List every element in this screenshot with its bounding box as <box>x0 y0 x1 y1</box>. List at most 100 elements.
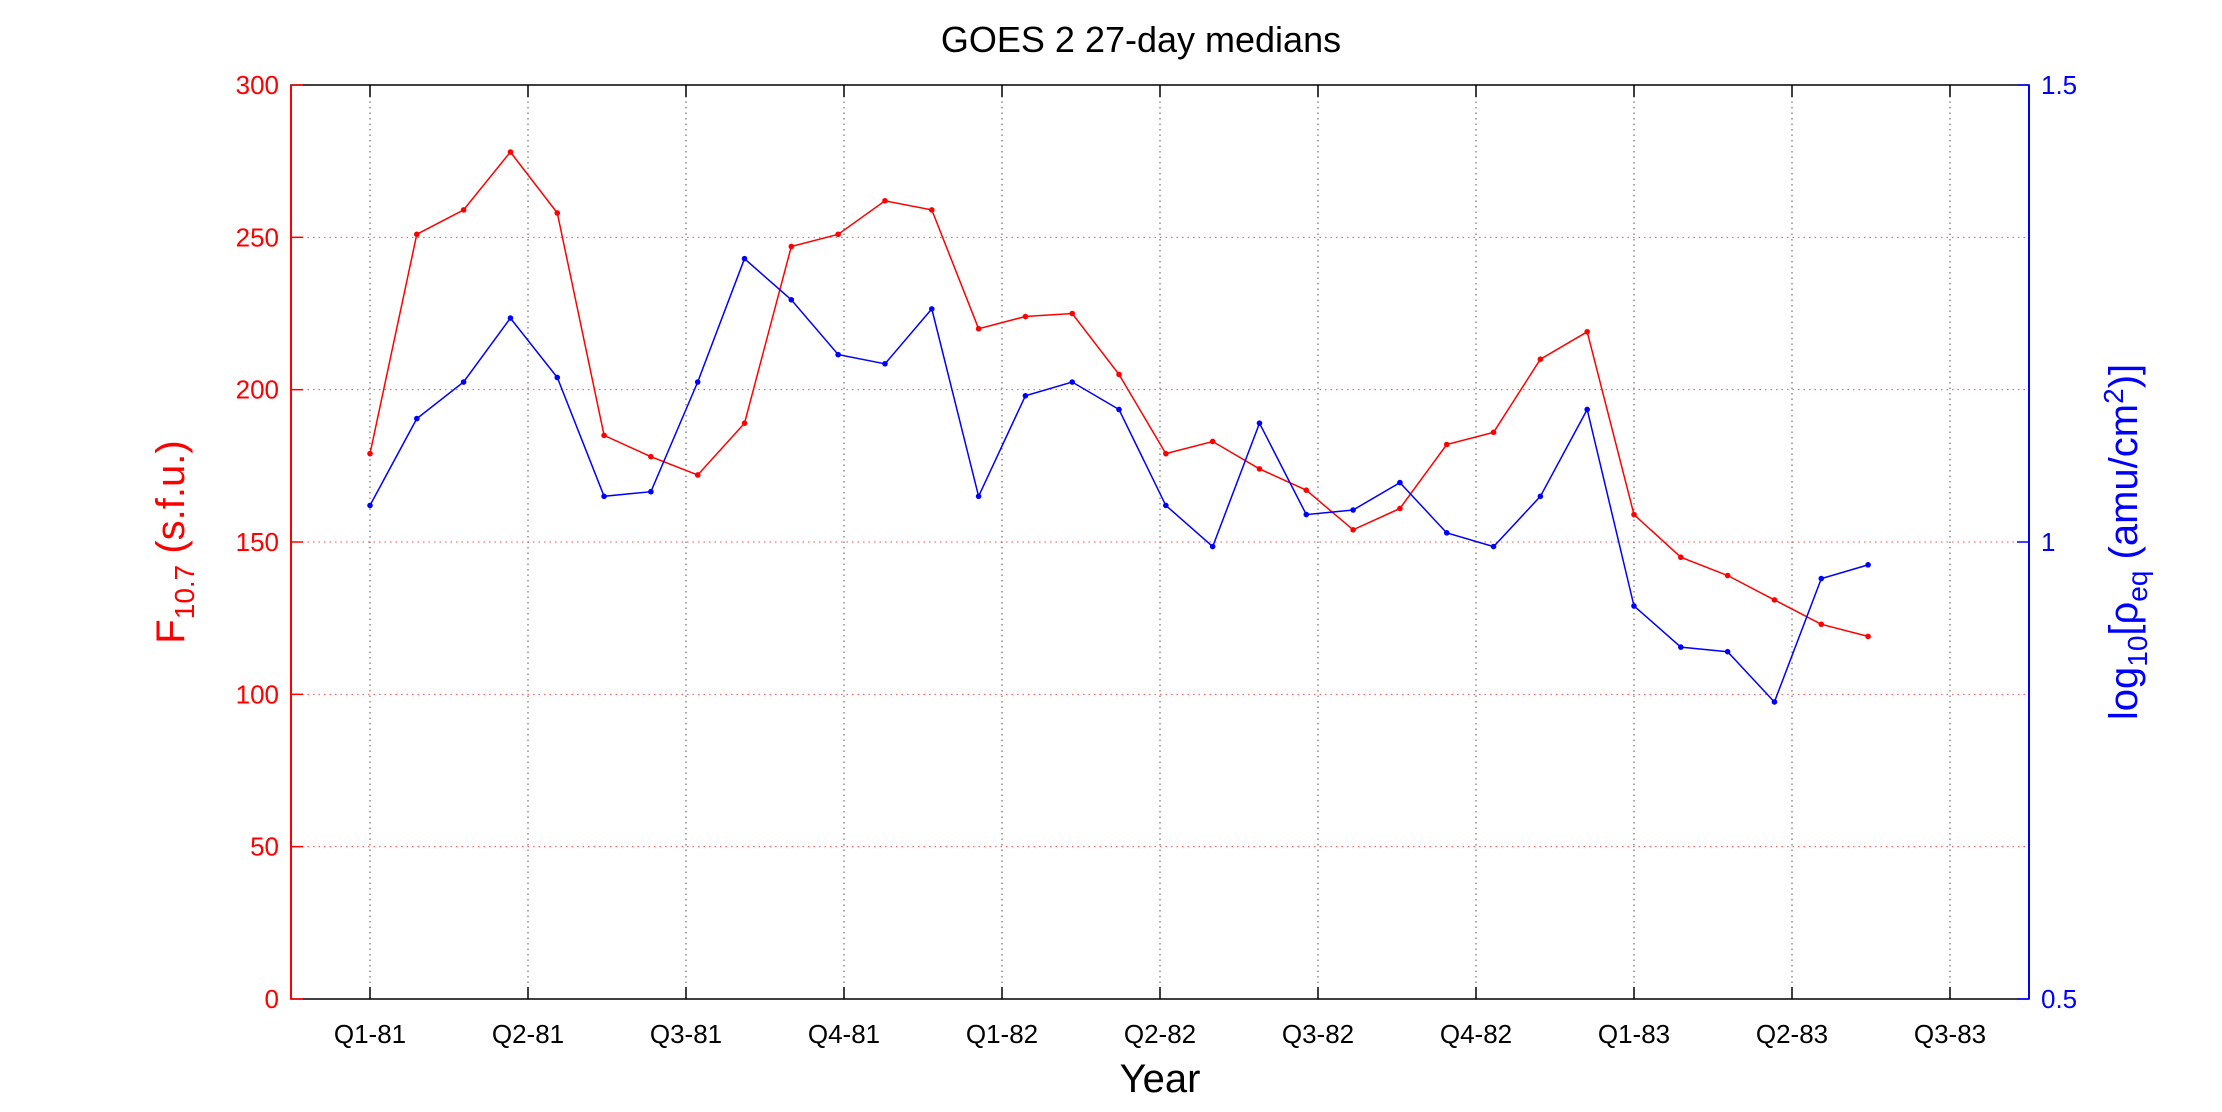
x-tick-label: Q2-83 <box>1756 1019 1828 1049</box>
data-point-log-rho <box>1397 479 1403 486</box>
left-y-tick-label: 250 <box>236 222 279 252</box>
left-y-label-base: F <box>149 619 193 643</box>
data-point-log-rho <box>1209 543 1216 550</box>
series-line-f107 <box>369 150 1869 638</box>
right-y-label-sup: 2 <box>2098 388 2129 404</box>
right-y-tick-label: 1 <box>2041 527 2055 557</box>
chart-title: GOES 2 27-day medians <box>941 19 1341 60</box>
data-point-f107 <box>1350 527 1356 533</box>
data-point-log-rho <box>1116 406 1122 413</box>
data-point-f107 <box>882 197 888 204</box>
data-point-log-rho <box>554 374 561 381</box>
x-tick-label: Q1-81 <box>334 1019 406 1049</box>
data-point-log-rho <box>975 493 982 500</box>
left-y-label-rest: (s.f.u.) <box>149 440 193 564</box>
data-point-log-rho <box>788 296 795 303</box>
data-point-log-rho <box>1163 502 1169 509</box>
data-point-f107 <box>1397 505 1403 512</box>
data-point-log-rho <box>507 315 514 321</box>
data-point-log-rho <box>1865 562 1871 568</box>
data-point-log-rho <box>1490 543 1497 550</box>
data-point-f107 <box>1818 621 1825 628</box>
left-y-tick-label: 300 <box>236 70 279 100</box>
right-y-axis-label: log10[ρeq (amu/cm2)] <box>2098 364 2153 720</box>
data-point-f107 <box>1678 554 1684 561</box>
right-y-label-log: log <box>2102 667 2146 720</box>
data-point-f107 <box>367 450 373 457</box>
grid-layer <box>291 85 2029 999</box>
x-tick-label: Q4-82 <box>1440 1019 1512 1049</box>
data-point-log-rho <box>414 415 420 422</box>
data-point-log-rho <box>1256 420 1263 426</box>
data-point-log-rho <box>601 493 607 500</box>
data-point-log-rho <box>1350 507 1356 513</box>
series-line-log-rho <box>369 257 1869 704</box>
data-point-f107 <box>1116 371 1122 378</box>
data-point-f107 <box>414 231 420 238</box>
data-point-log-rho <box>367 502 373 509</box>
data-point-log-rho <box>741 255 748 262</box>
data-point-log-rho <box>1069 379 1076 385</box>
right-y-label-units: (amu/cm <box>2102 404 2146 571</box>
left-y-axis-label: F10.7 (s.f.u.) <box>149 440 200 643</box>
data-point-f107 <box>694 472 701 478</box>
data-point-f107 <box>1303 487 1310 494</box>
x-tick-label: Q3-81 <box>650 1019 722 1049</box>
left-y-tick-label: 200 <box>236 375 279 405</box>
data-point-f107 <box>975 325 982 332</box>
right-y-label-eq-sub: eq <box>2122 571 2153 602</box>
right-y-label-close: )] <box>2102 364 2146 388</box>
data-point-log-rho <box>1443 530 1450 536</box>
data-point-f107 <box>741 420 748 426</box>
left-y-label-sub: 10.7 <box>169 565 200 620</box>
data-point-f107 <box>507 149 514 155</box>
data-point-f107 <box>1490 429 1497 436</box>
x-axis-label: Year <box>1120 1057 1201 1101</box>
x-tick-label: Q1-83 <box>1598 1019 1670 1049</box>
data-point-log-rho <box>928 306 935 312</box>
right-y-axis: 0.5 1 1.5 <box>2017 70 2077 1014</box>
right-y-tick-label: 0.5 <box>2041 984 2077 1014</box>
x-tick-label: Q2-82 <box>1124 1019 1196 1049</box>
left-y-axis: 0 50 100 150 200 250 300 <box>236 70 303 1014</box>
data-point-log-rho <box>1631 603 1637 609</box>
x-tick-label: Q3-83 <box>1914 1019 1986 1049</box>
data-point-log-rho <box>648 488 654 495</box>
x-tick-label: Q1-82 <box>966 1019 1038 1049</box>
data-point-f107 <box>788 243 795 250</box>
data-point-f107 <box>1724 572 1731 579</box>
data-point-f107 <box>1865 633 1871 640</box>
x-tick-label: Q2-81 <box>492 1019 564 1049</box>
data-point-f107 <box>1631 511 1637 518</box>
data-point-log-rho <box>1818 575 1825 582</box>
data-point-log-rho <box>1537 493 1544 500</box>
data-point-log-rho <box>1584 406 1590 413</box>
data-point-f107 <box>554 210 561 216</box>
x-tick-label: Q3-82 <box>1282 1019 1354 1049</box>
data-point-f107 <box>460 207 467 213</box>
data-point-log-rho <box>1022 392 1029 399</box>
data-point-f107 <box>928 207 935 213</box>
data-point-log-rho <box>882 360 888 367</box>
data-point-f107 <box>1584 328 1590 335</box>
data-point-f107 <box>1256 466 1263 472</box>
data-point-f107 <box>648 453 654 460</box>
data-point-f107 <box>1022 313 1029 320</box>
data-point-log-rho <box>835 351 841 358</box>
left-y-tick-label: 100 <box>236 679 279 709</box>
left-y-tick-label: 0 <box>265 984 279 1014</box>
data-point-log-rho <box>694 379 701 385</box>
x-axis: Q1-81 Q2-81 Q3-81 Q4-81 Q1-82 Q2-82 Q3-82 Q4-82… <box>334 85 1986 1049</box>
data-point-f107 <box>1443 441 1450 448</box>
data-point-f107 <box>1771 597 1778 603</box>
data-point-log-rho <box>1303 511 1310 518</box>
data-point-log-rho <box>1724 648 1731 655</box>
data-point-log-rho <box>1771 699 1778 705</box>
right-y-label-rho: [ρ <box>2102 602 2146 636</box>
data-point-f107 <box>1537 356 1544 363</box>
data-point-f107 <box>1069 310 1076 317</box>
data-point-f107 <box>1209 438 1216 445</box>
left-y-tick-label: 50 <box>250 832 279 862</box>
right-y-label-log-sub: 10 <box>2122 636 2153 667</box>
